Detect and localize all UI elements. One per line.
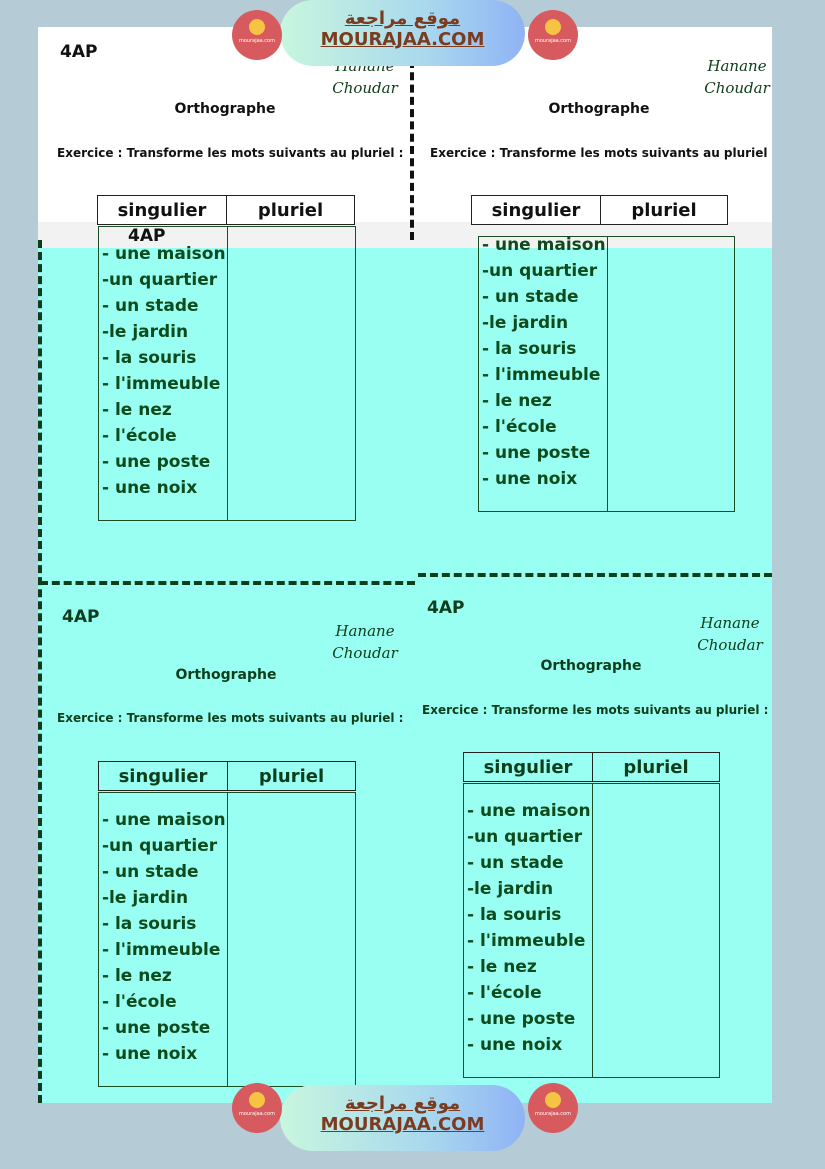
author-signature: Hanane Choudar [697, 614, 763, 654]
level-label-peek: 4AP [128, 226, 166, 246]
column-divider [227, 793, 228, 1086]
word-item: - le nez [467, 957, 537, 977]
table-body: - une maison -un quartier - un stade -le ja… [98, 792, 356, 1087]
word-item: - une poste [102, 452, 211, 472]
word-item: - un stade [482, 287, 579, 307]
word-item: - une noix [102, 1044, 198, 1064]
site-arabic-name: موقع مراجعة [344, 1093, 461, 1114]
header-singulier: singulier [472, 196, 601, 224]
word-item: - la souris [102, 348, 197, 368]
site-link[interactable]: MOURAJAA.COM [320, 29, 485, 50]
site-link[interactable]: MOURAJAA.COM [320, 1114, 485, 1135]
table-header: singulier pluriel [471, 195, 728, 225]
subject-title: Orthographe [175, 667, 277, 683]
word-item: - l'immeuble [102, 940, 221, 960]
header-singulier: singulier [98, 196, 227, 224]
horizontal-divider-right [418, 573, 772, 577]
word-item: -le jardin [467, 879, 554, 899]
site-badge-top[interactable]: موقع مراجعة MOURAJAA.COM [280, 0, 525, 66]
left-dashed-border [38, 240, 42, 1103]
word-item: - l'immeuble [482, 365, 601, 385]
header-pluriel: pluriel [623, 756, 689, 778]
word-item: -un quartier [467, 827, 583, 847]
subject-title: Orthographe [548, 101, 650, 117]
word-item: - la souris [102, 914, 197, 934]
site-logo-icon: mourajaa.com [232, 10, 282, 60]
word-item: - le nez [102, 966, 172, 986]
exercise-instruction: Exercice : Transforme les mots suivants … [430, 146, 768, 160]
exercise-instruction: Exercice : Transforme les mots suivants … [422, 703, 769, 717]
column-divider [592, 784, 593, 1077]
word-item: - une noix [102, 478, 198, 498]
site-logo-icon: mourajaa.com [528, 10, 578, 60]
word-item: - la souris [482, 339, 577, 359]
exercise-instruction: Exercice : Transforme les mots suivants … [57, 146, 404, 160]
word-item: - une maison [482, 235, 606, 255]
word-item: -le jardin [482, 313, 569, 333]
pluriel-answer-cell[interactable] [608, 237, 734, 511]
table-header: singulier pluriel [463, 752, 720, 782]
word-item: - l'école [482, 417, 557, 437]
worksheet-background [38, 240, 772, 1103]
word-item: - une maison [467, 801, 591, 821]
word-item: -un quartier [102, 836, 218, 856]
exercise-instruction: Exercice : Transforme les mots suivants … [57, 711, 404, 725]
top-vertical-divider [410, 60, 414, 240]
header-singulier: singulier [99, 762, 228, 790]
site-logo-icon: mourajaa.com [232, 1083, 282, 1133]
header-pluriel: pluriel [631, 199, 697, 221]
word-item: - l'immeuble [102, 374, 221, 394]
word-item: - une noix [482, 469, 578, 489]
site-logo-icon: mourajaa.com [528, 1083, 578, 1133]
word-item: - l'école [102, 426, 177, 446]
table-header: singulier pluriel [97, 195, 355, 225]
word-item: - une poste [482, 443, 591, 463]
header-singulier: singulier [464, 753, 593, 781]
column-divider [607, 237, 608, 511]
word-item: - l'immeuble [467, 931, 586, 951]
subject-title: Orthographe [540, 658, 642, 674]
word-item: - le nez [482, 391, 552, 411]
word-item: - un stade [102, 296, 199, 316]
column-divider [227, 227, 228, 520]
word-item: - une maison [102, 244, 226, 264]
level-label: 4AP [60, 42, 98, 62]
word-item: -le jardin [102, 322, 189, 342]
word-item: - un stade [102, 862, 199, 882]
word-item: - le nez [102, 400, 172, 420]
word-item: -le jardin [102, 888, 189, 908]
table-body: - une maison -un quartier - un stade -le ja… [98, 226, 356, 521]
word-item: - une maison [102, 810, 226, 830]
header-pluriel: pluriel [258, 765, 325, 787]
pluriel-answer-cell[interactable] [228, 227, 355, 520]
word-item: - l'école [467, 983, 542, 1003]
level-label: 4AP [62, 607, 100, 627]
header-pluriel: pluriel [257, 199, 324, 221]
author-signature: Hanane Choudar [704, 57, 770, 97]
word-item: - une poste [467, 1009, 576, 1029]
table-header: singulier pluriel [98, 761, 356, 791]
word-item: - une noix [467, 1035, 563, 1055]
pluriel-answer-cell[interactable] [228, 793, 355, 1086]
site-arabic-name: موقع مراجعة [344, 8, 461, 29]
horizontal-divider-left [40, 581, 415, 585]
site-badge-bottom[interactable]: موقع مراجعة MOURAJAA.COM [280, 1085, 525, 1151]
subject-title: Orthographe [174, 101, 276, 117]
level-label: 4AP [427, 598, 465, 618]
word-item: -un quartier [102, 270, 218, 290]
word-item: - la souris [467, 905, 562, 925]
word-item: - l'école [102, 992, 177, 1012]
table-body: - une maison -un quartier - un stade -le ja… [478, 235, 735, 512]
table-body: - une maison -un quartier - un stade -le ja… [463, 783, 720, 1078]
pluriel-answer-cell[interactable] [593, 784, 719, 1077]
author-signature: Hanane Choudar [332, 622, 398, 662]
word-item: -un quartier [482, 261, 598, 281]
word-item: - une poste [102, 1018, 211, 1038]
word-item: - un stade [467, 853, 564, 873]
